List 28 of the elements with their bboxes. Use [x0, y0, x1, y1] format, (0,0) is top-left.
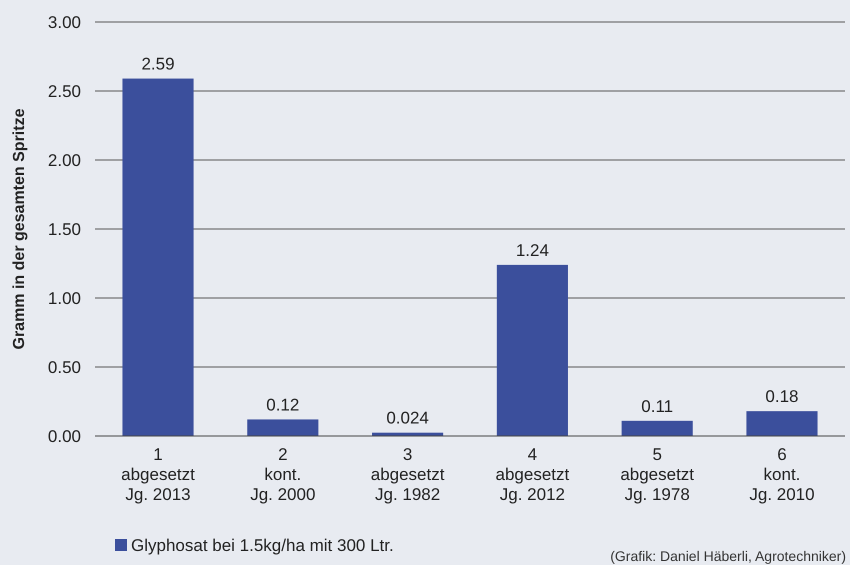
bar: [372, 432, 444, 436]
data-label: 1.24: [516, 240, 549, 260]
y-tick-label: 1.50: [48, 220, 81, 239]
x-tick-label: 4 abgesetzt Jg. 2012: [496, 445, 570, 504]
text: (Grafik: Daniel Häberli, Agrotechniker): [610, 548, 846, 564]
x-tick-label: 3 abgesetzt Jg. 1982: [370, 445, 445, 504]
x-tick-label: 6 kont. Jg. 2010: [749, 445, 815, 504]
legend-label: Glyphosat bei 1.5kg/ha mit 300 Ltr.: [131, 536, 394, 555]
bar: [622, 420, 693, 436]
y-axis-title: Gramm in der gesamten Spritze: [11, 108, 28, 350]
x-tick-label: 5 abgesetzt Jg. 1978: [620, 445, 694, 504]
bar: [122, 78, 194, 436]
y-tick-label: 0.00: [48, 426, 81, 446]
x-tick-label: 2 kont. Jg. 2000: [250, 445, 316, 504]
y-tick-label: 1.00: [48, 288, 81, 308]
x-tick-label: 1 abgesetzt Jg. 2013: [121, 445, 196, 504]
data-label: 0.024: [386, 408, 429, 428]
y-tick-label: 2.00: [48, 150, 81, 170]
bar: [496, 264, 568, 436]
bar: [247, 419, 318, 436]
y-tick-label: 2.50: [48, 82, 81, 101]
data-label: 0.12: [266, 395, 300, 414]
data-label: 2.59: [141, 54, 175, 74]
y-tick-label: 0.50: [48, 358, 81, 377]
bar: [746, 411, 818, 436]
data-label: 0.11: [641, 396, 674, 416]
data-label: 0.18: [765, 387, 799, 406]
y-tick-label: 3.00: [48, 12, 81, 32]
